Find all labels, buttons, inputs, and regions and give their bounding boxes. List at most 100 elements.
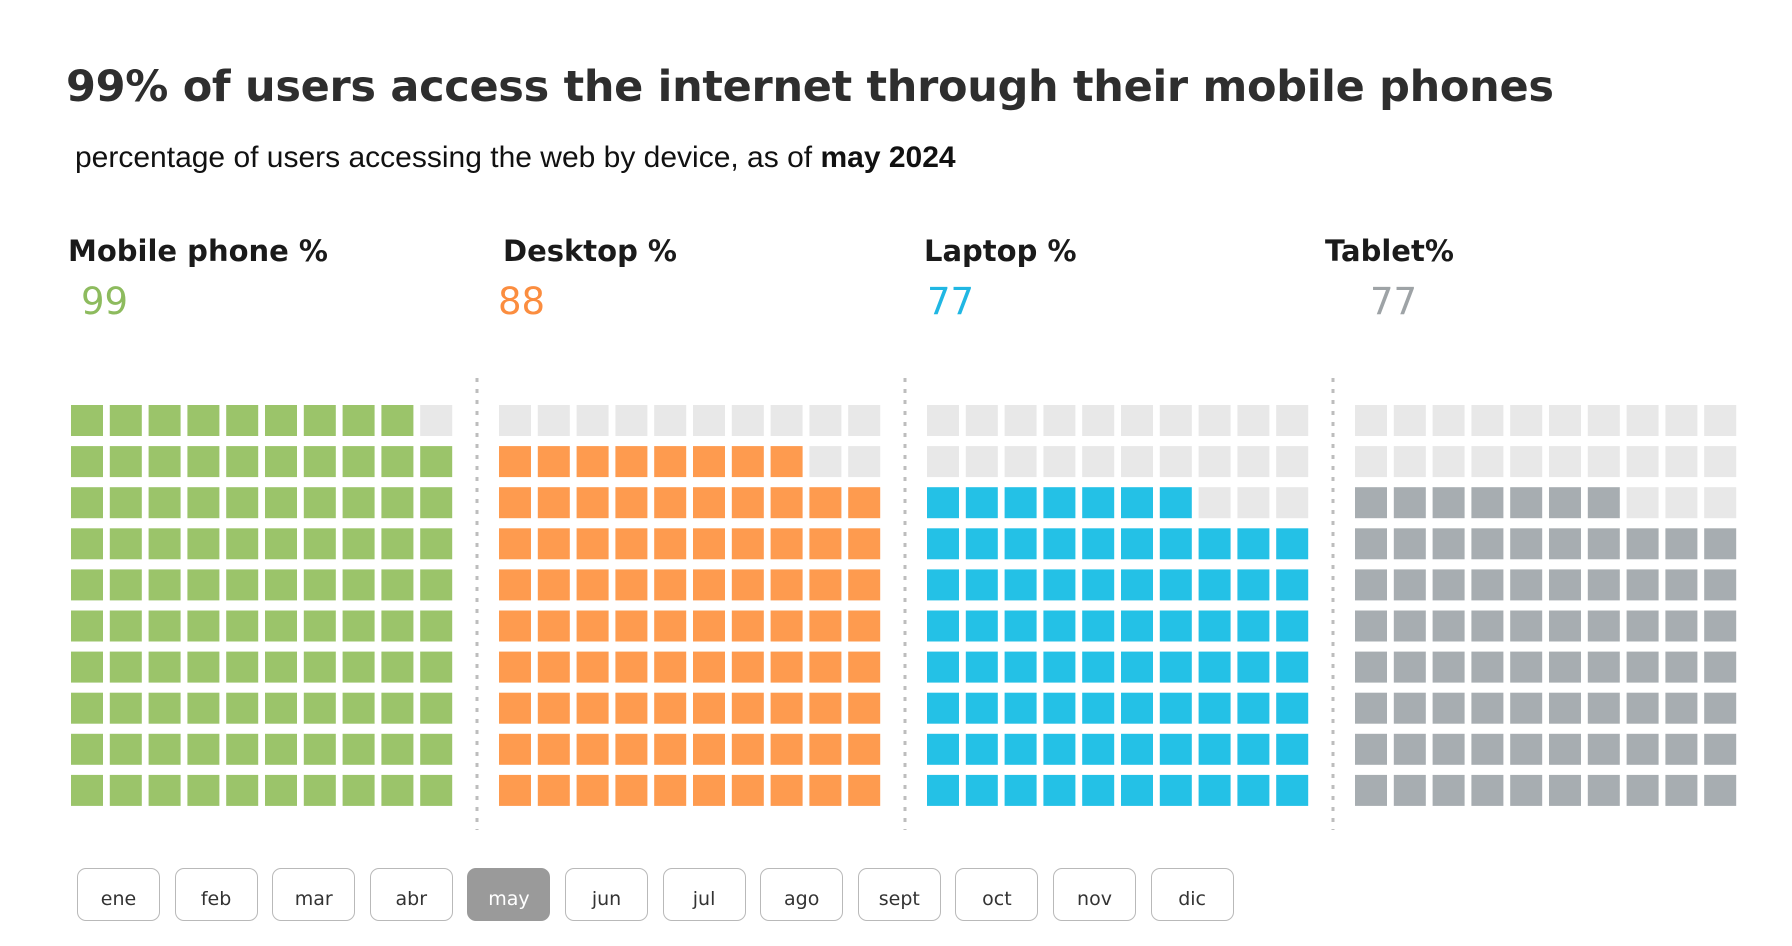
waffle-cell-filled: [1043, 487, 1076, 519]
month-button-oct[interactable]: oct: [955, 868, 1039, 921]
waffle-cell-filled: [148, 446, 181, 478]
month-button-jun[interactable]: jun: [565, 868, 648, 921]
waffle-cell-filled: [420, 569, 453, 601]
waffle-cell-filled: [1276, 692, 1309, 724]
month-button-ene[interactable]: ene: [77, 868, 160, 921]
waffle-cell-empty: [537, 405, 570, 436]
waffle-cell-empty: [654, 405, 687, 436]
waffle-cell-filled: [265, 733, 297, 765]
waffle-cell-empty: [1082, 446, 1115, 478]
waffle-cell-filled: [615, 651, 648, 683]
waffle-cell-filled: [148, 733, 181, 765]
waffle-cell-filled: [1665, 733, 1698, 765]
waffle-cell-filled: [499, 692, 531, 724]
waffle-cell-empty: [1510, 405, 1543, 436]
waffle-cell-filled: [654, 692, 687, 724]
waffle-cell-filled: [1355, 651, 1387, 683]
month-button-dic[interactable]: dic: [1150, 868, 1234, 921]
waffle-cell-filled: [848, 692, 881, 724]
waffle-cell-filled: [770, 446, 803, 478]
waffle-cell-filled: [1043, 569, 1076, 601]
waffle-cell-filled: [187, 528, 220, 560]
waffle-cell-empty: [1665, 446, 1698, 478]
waffle-cell-filled: [537, 528, 570, 560]
waffle-cell-filled: [1004, 651, 1037, 683]
waffle-cell-filled: [1159, 692, 1192, 724]
waffle-cell-empty: [1198, 446, 1231, 478]
subtitle-text: percentage of users accessing the web by…: [75, 141, 813, 174]
waffle-cell-filled: [1121, 610, 1153, 642]
month-button-jul[interactable]: jul: [662, 868, 746, 921]
waffle-cell-filled: [654, 569, 687, 601]
waffle-cell-empty: [1082, 405, 1115, 436]
waffle-cell-filled: [1471, 774, 1504, 806]
waffle-cell-filled: [693, 446, 725, 478]
month-button-sept[interactable]: sept: [857, 868, 941, 921]
kpi-label-desktop: Desktop %: [503, 234, 677, 268]
waffle-cell-filled: [1549, 651, 1581, 683]
waffle-cell-filled: [148, 610, 181, 642]
waffle-cell-filled: [1665, 774, 1698, 806]
waffle-cell-empty: [809, 446, 842, 478]
waffle-cell-filled: [1082, 569, 1115, 601]
waffle-cell-filled: [537, 610, 570, 642]
waffle-cell-filled: [499, 528, 531, 560]
waffle-cell-empty: [1626, 487, 1659, 519]
waffle-cell-filled: [342, 569, 375, 601]
waffle-cell-filled: [576, 487, 609, 519]
waffle-cell-filled: [1626, 774, 1659, 806]
waffle-cell-filled: [109, 733, 142, 765]
waffle-cell-filled: [148, 692, 181, 724]
waffle-cell-filled: [1355, 692, 1387, 724]
waffle-cell-filled: [1432, 487, 1465, 519]
month-button-ago[interactable]: ago: [760, 868, 844, 921]
waffle-cell-filled: [499, 774, 531, 806]
month-button-abr[interactable]: abr: [369, 868, 453, 921]
waffle-cell-filled: [537, 733, 570, 765]
waffle-cell-empty: [693, 405, 725, 436]
waffle-cell-filled: [1471, 610, 1504, 642]
waffle-cell-filled: [1626, 528, 1659, 560]
waffle-cell-filled: [71, 569, 103, 601]
waffle-cell-filled: [109, 487, 142, 519]
waffle-cell-filled: [1665, 569, 1698, 601]
waffle-cell-filled: [381, 610, 414, 642]
waffle-cell-filled: [537, 569, 570, 601]
waffle-cell-filled: [71, 774, 103, 806]
waffle-cell-filled: [1121, 528, 1153, 560]
waffle-cell-empty: [1393, 405, 1426, 436]
waffle-cell-filled: [1704, 651, 1737, 683]
waffle-cell-filled: [1276, 774, 1309, 806]
waffle-cell-filled: [615, 692, 648, 724]
waffle-cell-filled: [770, 610, 803, 642]
waffle-cell-filled: [1626, 692, 1659, 724]
waffle-cell-filled: [303, 692, 336, 724]
waffle-cell-filled: [1704, 733, 1737, 765]
waffle-cell-filled: [1237, 733, 1270, 765]
subtitle-date: may 2024: [820, 141, 956, 174]
waffle-cell-filled: [1432, 774, 1465, 806]
waffle-cell-filled: [1276, 528, 1309, 560]
waffle-cell-filled: [342, 405, 375, 436]
kpi-label-laptop: Laptop %: [924, 234, 1077, 268]
waffle-cell-filled: [420, 733, 453, 765]
waffle-cell-filled: [537, 651, 570, 683]
waffle-cell-filled: [1587, 610, 1620, 642]
waffle-cell-filled: [342, 528, 375, 560]
month-button-feb[interactable]: feb: [174, 868, 258, 921]
waffle-cell-filled: [187, 610, 220, 642]
waffle-cell-filled: [342, 610, 375, 642]
month-button-nov[interactable]: nov: [1053, 868, 1136, 921]
waffle-cell-filled: [1393, 569, 1426, 601]
waffle-cell-empty: [848, 446, 881, 478]
waffle-cell-empty: [1004, 446, 1037, 478]
waffle-cell-filled: [1276, 733, 1309, 765]
waffle-cell-filled: [148, 569, 181, 601]
month-button-may[interactable]: may: [467, 868, 551, 921]
waffle-cell-empty: [731, 405, 764, 436]
month-button-mar[interactable]: mar: [272, 868, 356, 921]
waffle-cell-filled: [187, 487, 220, 519]
waffle-cell-filled: [770, 528, 803, 560]
waffle-cell-empty: [927, 446, 959, 478]
